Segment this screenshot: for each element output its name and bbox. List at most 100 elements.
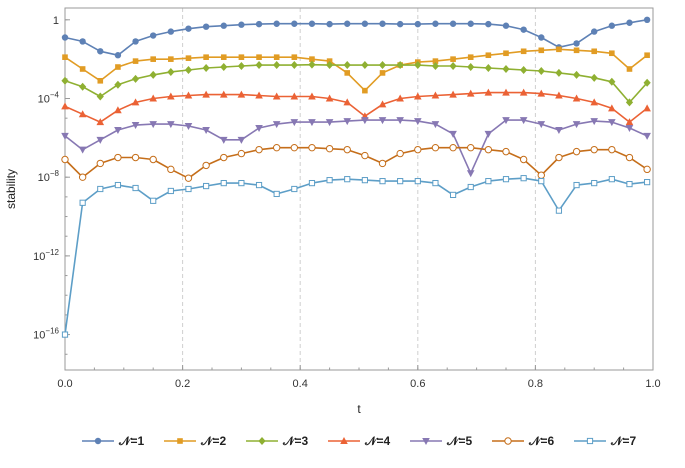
data-point — [466, 89, 475, 97]
data-point — [396, 20, 404, 28]
data-point — [114, 52, 122, 59]
data-point — [220, 22, 227, 29]
data-point — [502, 64, 510, 73]
data-point — [238, 21, 245, 28]
data-point — [520, 48, 527, 55]
data-point — [555, 68, 563, 77]
data-point — [467, 143, 475, 152]
data-point — [78, 146, 87, 154]
data-point — [414, 145, 422, 154]
series-5 — [61, 117, 651, 178]
data-point — [325, 119, 334, 127]
data-point — [538, 178, 545, 185]
data-point — [131, 122, 140, 130]
legend: 𝒩=1 𝒩=2 𝒩=3 𝒩=4 𝒩=5 𝒩=6 𝒩=7 — [82, 434, 637, 448]
legend-item-6: 𝒩=6 — [492, 434, 555, 448]
data-point — [397, 178, 404, 185]
data-point — [97, 48, 104, 55]
data-point — [414, 20, 421, 28]
data-point — [555, 207, 563, 214]
data-point — [237, 149, 246, 158]
data-point — [485, 20, 492, 28]
data-point — [431, 143, 440, 152]
x-tick-label: 0.2 — [175, 378, 190, 390]
data-point — [449, 20, 457, 27]
data-point — [115, 64, 121, 70]
data-point — [78, 110, 87, 118]
data-point — [378, 159, 387, 168]
data-point — [414, 61, 422, 70]
x-tick-label: 0.8 — [528, 378, 543, 390]
data-point — [590, 98, 598, 106]
data-point — [184, 65, 193, 74]
data-point — [591, 28, 598, 35]
data-point — [150, 32, 157, 39]
data-point — [290, 119, 299, 127]
data-point — [219, 136, 228, 144]
data-point — [220, 63, 228, 72]
grid-layer — [182, 8, 536, 370]
legend-label: 𝒩=6 — [528, 434, 555, 448]
data-point — [326, 177, 333, 184]
data-point — [379, 70, 386, 76]
data-point — [379, 20, 386, 27]
data-point — [273, 61, 281, 70]
data-point — [256, 54, 262, 60]
data-point — [590, 118, 598, 126]
legend-label: 𝒩=1 — [118, 434, 145, 448]
data-point — [237, 62, 245, 71]
legend-label: 𝒩=7 — [610, 434, 637, 448]
data-point — [343, 98, 352, 106]
data-point — [467, 63, 475, 72]
series-3 — [61, 60, 651, 107]
data-point — [502, 176, 510, 183]
data-point — [237, 90, 246, 98]
data-point — [608, 119, 616, 127]
data-point — [591, 179, 598, 187]
data-point — [61, 132, 69, 140]
data-point — [643, 165, 651, 174]
data-point — [432, 179, 439, 187]
x-tick-label: 0.6 — [410, 378, 425, 390]
legend-marker — [177, 438, 183, 444]
data-point — [273, 20, 280, 27]
data-point — [168, 56, 174, 62]
data-point — [238, 179, 245, 187]
data-point — [291, 185, 298, 193]
data-point — [185, 55, 192, 61]
data-point — [238, 54, 245, 60]
data-point — [520, 26, 527, 33]
series-line-5 — [64, 119, 648, 175]
data-point — [343, 118, 352, 126]
data-point — [485, 52, 492, 59]
data-point — [379, 178, 386, 185]
data-point — [61, 102, 69, 110]
data-point — [485, 178, 492, 185]
data-point — [608, 145, 616, 154]
data-point — [644, 179, 651, 186]
data-point — [432, 58, 439, 64]
data-point — [573, 181, 580, 189]
data-point — [396, 149, 404, 158]
data-point — [344, 70, 351, 76]
data-point — [537, 66, 545, 75]
data-point — [484, 64, 492, 73]
data-point — [61, 76, 69, 85]
data-point — [414, 178, 421, 185]
series-2 — [62, 46, 650, 94]
data-point — [202, 161, 210, 170]
axis-layer: 0.0 0.2 0.4 0.6 0.8 1.0 1 10−4 10−8 10−12 10−16 — [33, 15, 660, 390]
data-point — [590, 73, 598, 82]
data-point — [449, 191, 457, 199]
data-point — [131, 153, 140, 162]
data-point — [503, 50, 509, 57]
data-point — [414, 92, 422, 100]
data-point — [608, 22, 616, 29]
legend-label: 𝒩=4 — [364, 434, 391, 448]
data-point — [626, 66, 633, 72]
data-point — [219, 90, 228, 98]
data-point — [643, 104, 651, 112]
legend-marker — [586, 437, 594, 445]
data-point — [114, 181, 122, 189]
data-point — [396, 94, 404, 102]
